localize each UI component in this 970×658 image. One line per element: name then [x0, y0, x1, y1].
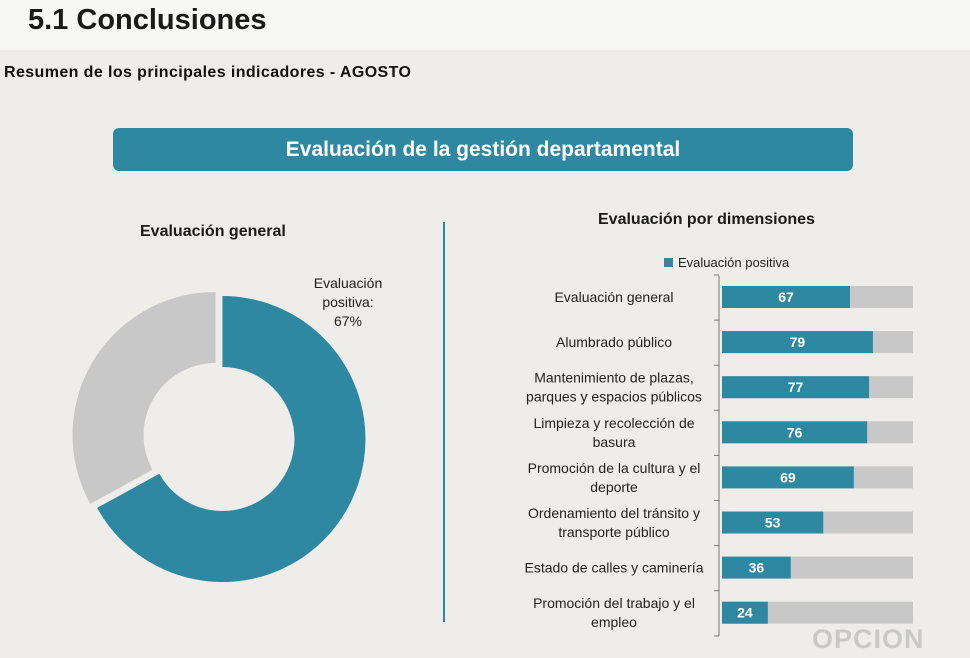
bar-remainder: [722, 601, 913, 624]
header-bar: [0, 0, 970, 50]
bar-value: [722, 286, 850, 308]
bar-value-label: 67: [778, 289, 794, 305]
donut-annotation-line1: Evaluación: [313, 275, 383, 291]
bar-category-label: basura: [593, 434, 636, 450]
bar-value: [722, 511, 824, 534]
bar-category-label: Mantenimiento de plazas,: [534, 370, 694, 386]
section-banner: Evaluación de la gestión departamental: [113, 128, 853, 171]
legend-label: Evaluación positiva: [678, 255, 790, 270]
bar-value: [722, 421, 868, 444]
bar-value: [722, 331, 873, 354]
bar-category-label: deporte: [590, 479, 638, 495]
donut-slice-remainder: [72, 291, 216, 504]
bar-value: [722, 466, 854, 489]
bar-category-label: Alumbrado público: [556, 334, 672, 350]
donut-annotation-line3: 67%: [333, 313, 363, 329]
page-title: 5.1 Conclusiones: [28, 4, 267, 36]
bar-category-label: parques y espacios públicos: [526, 389, 702, 405]
bar-value-label: 77: [788, 379, 804, 395]
divider-line: [443, 222, 445, 622]
bar-value-label: 36: [749, 560, 765, 576]
bar-category-label: Estado de calles y caminería: [525, 560, 704, 576]
bar-category-label: Promoción del trabajo y el: [533, 595, 695, 611]
page-subtitle: Resumen de los principales indicadores -…: [4, 64, 412, 81]
bar-category-label: Promoción de la cultura y el: [528, 460, 701, 476]
donut-annotation-line2: positiva:: [322, 294, 374, 310]
bar-value-label: 76: [787, 424, 803, 440]
bar-value-label: 53: [765, 515, 781, 531]
donut-slice-positive: [97, 296, 366, 583]
bar-value-label: 79: [790, 334, 806, 350]
legend-swatch: [664, 258, 673, 267]
bar-legend: Evaluación positiva: [664, 255, 789, 270]
bar-category-label: empleo: [591, 614, 637, 630]
bar-category-label: Ordenamiento del tránsito y: [528, 505, 700, 521]
opcion-logo: OPCION: [812, 624, 925, 654]
bar-value: [722, 601, 768, 624]
bar-category-label: Evaluación general: [554, 289, 673, 305]
bar-category-label: Limpieza y recolección de: [533, 415, 694, 431]
bar-value: [722, 376, 870, 399]
bar-value: [722, 556, 791, 579]
donut-chart-title: Evaluación general: [140, 223, 286, 240]
bar-value-label: 24: [737, 605, 753, 621]
bar-chart-title: Evaluación por dimensiones: [598, 211, 815, 228]
donut-annotation: Evaluación positiva: 67%: [296, 274, 400, 331]
bar-value-label: 69: [780, 469, 796, 485]
bar-category-label: transporte público: [558, 524, 670, 540]
